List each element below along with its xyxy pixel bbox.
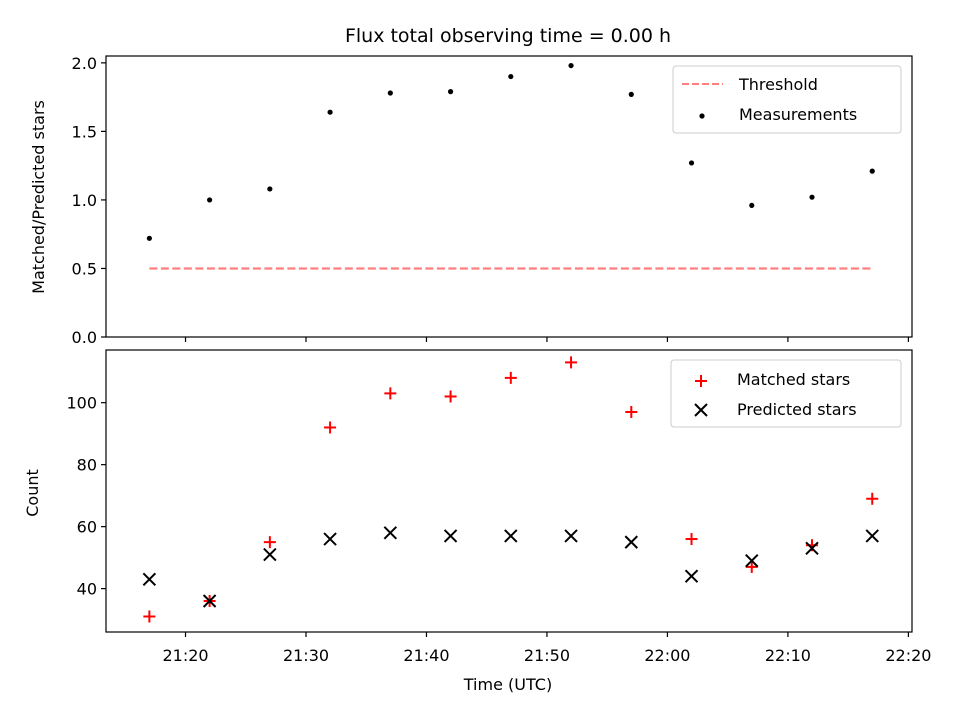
predicted-star-point xyxy=(684,569,699,583)
top-y-ticks: 0.0 0.5 1.0 1.5 2.0 xyxy=(72,54,106,347)
measurement-point xyxy=(387,90,393,96)
bottom-y-axis-label: Count xyxy=(23,469,42,517)
predicted-star-point xyxy=(564,529,578,543)
y-tick-label: 60 xyxy=(77,518,97,537)
y-tick-label: 80 xyxy=(77,456,97,475)
measurement-point xyxy=(327,109,333,115)
bottom-plot-marks xyxy=(142,356,879,623)
x-tick-label: 21:40 xyxy=(403,646,449,665)
legend-threshold-label: Threshold xyxy=(738,75,818,94)
matched-star-point xyxy=(263,536,276,549)
measurement-point xyxy=(508,73,514,80)
predicted-star-point xyxy=(805,541,819,556)
y-tick-label: 0.5 xyxy=(72,259,97,278)
top-plot-marks xyxy=(146,62,875,270)
measurement-point xyxy=(869,168,875,174)
predicted-star-point xyxy=(745,554,759,568)
matched-star-point xyxy=(444,390,457,403)
predicted-star-point xyxy=(443,529,458,543)
measurement-point xyxy=(568,62,574,69)
x-tick-label: 21:20 xyxy=(162,646,208,665)
matched-star-point xyxy=(504,371,517,384)
y-tick-label: 0.0 xyxy=(72,328,97,347)
predicted-star-point xyxy=(142,572,157,587)
matched-star-point xyxy=(143,610,156,623)
measurement-point xyxy=(267,186,273,192)
matched-star-point xyxy=(866,492,879,505)
x-tick-label: 21:30 xyxy=(283,646,329,665)
matched-star-point xyxy=(685,533,698,546)
top-plot-frame xyxy=(105,55,913,338)
predicted-star-point xyxy=(624,535,638,549)
legend-matched-swatch xyxy=(695,375,707,387)
legend-measurements-label: Measurements xyxy=(739,105,857,124)
matched-star-point xyxy=(625,405,638,418)
bottom-legend: Matched stars Predicted stars xyxy=(670,359,902,428)
y-tick-label: 2.0 xyxy=(72,54,97,73)
predicted-star-point xyxy=(383,526,398,540)
top-legend: Threshold Measurements xyxy=(672,65,902,134)
y-tick-label: 100 xyxy=(66,394,97,413)
top-x-ticks xyxy=(184,337,909,342)
measurement-point xyxy=(809,194,815,200)
matched-star-point xyxy=(384,387,397,400)
measurement-point xyxy=(146,235,152,241)
legend-matched-label: Matched stars xyxy=(737,370,850,389)
x-tick-label: 22:20 xyxy=(885,646,931,665)
legend-predicted-swatch xyxy=(694,403,708,417)
y-tick-label: 1.5 xyxy=(72,122,97,141)
x-tick-label: 22:00 xyxy=(644,646,690,665)
legend-predicted-label: Predicted stars xyxy=(737,400,857,419)
bottom-legend-box xyxy=(670,359,902,428)
bottom-plot-frame xyxy=(105,349,913,633)
matched-star-point xyxy=(324,421,337,434)
bottom-x-ticks: 21:20 21:30 21:40 21:50 22:00 22:10 22:20 xyxy=(162,632,931,665)
measurement-point xyxy=(749,202,755,209)
x-tick-label: 21:50 xyxy=(524,646,570,665)
predicted-star-point xyxy=(263,547,277,562)
legend-measurements-swatch xyxy=(699,113,705,119)
bottom-y-ticks: 40 60 80 100 xyxy=(66,394,106,599)
predicted-star-point xyxy=(504,529,518,543)
top-legend-box xyxy=(672,65,902,134)
chart-title: Flux total observing time = 0.00 h xyxy=(345,25,671,47)
predicted-star-point xyxy=(323,532,337,546)
measurement-point xyxy=(628,91,634,97)
measurement-point xyxy=(447,89,454,95)
y-tick-label: 40 xyxy=(77,580,97,599)
matched-star-point xyxy=(565,356,578,369)
predicted-star-point xyxy=(202,594,217,608)
x-tick-label: 22:10 xyxy=(765,646,811,665)
matched-star-point xyxy=(745,560,758,573)
top-panel: Flux total observing time = 0.00 h Match… xyxy=(29,25,913,347)
top-y-axis-label: Matched/Predicted stars xyxy=(29,100,48,294)
measurement-point xyxy=(207,197,213,203)
predicted-star-point xyxy=(865,529,879,543)
y-tick-label: 1.0 xyxy=(72,191,97,210)
measurement-point xyxy=(688,160,695,166)
x-axis-label: Time (UTC) xyxy=(463,675,552,694)
